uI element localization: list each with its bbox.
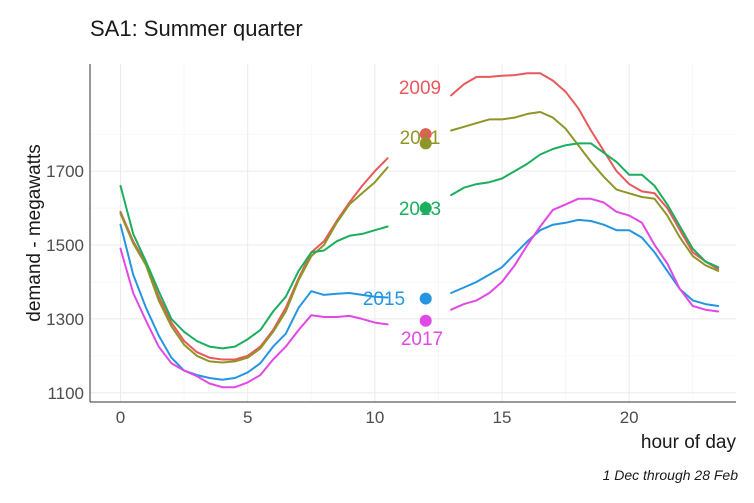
series-marker-2017 (419, 314, 432, 327)
series-marker-2015 (419, 292, 432, 305)
series-line-2009 (119, 72, 720, 361)
grid (90, 64, 736, 402)
x-tick-label: 0 (116, 408, 125, 427)
y-axis-ticks: 1100 1300 1500 1700 (46, 162, 84, 403)
chart-caption: 1 Dec through 28 Feb (603, 467, 739, 483)
series-marker-2013 (419, 202, 432, 215)
y-tick-label: 1100 (47, 384, 84, 403)
series-line-2011 (119, 111, 720, 364)
series-lines (119, 72, 720, 389)
series-marker-2011 (419, 137, 432, 150)
chart-title: SA1: Summer quarter (90, 16, 303, 41)
x-axis-ticks: 0 5 10 15 20 (116, 408, 639, 427)
series-label-2015: 2015 (363, 289, 405, 310)
y-tick-label: 1500 (46, 236, 84, 255)
series-labels: 2009 2011 2013 2015 2017 (363, 78, 443, 350)
series-label-2009: 2009 (399, 78, 441, 99)
series-line-2013 (119, 142, 720, 350)
series-line-2015 (119, 218, 720, 381)
y-axis-title: demand - megawatts (24, 144, 45, 321)
series-label-2017: 2017 (401, 329, 443, 350)
series-marker-2009 (419, 128, 432, 141)
series-label-2011: 2011 (400, 128, 441, 149)
x-axis-title: hour of day (641, 432, 737, 453)
series-label-2013: 2013 (399, 199, 441, 220)
x-tick-label: 20 (620, 408, 639, 427)
y-tick-label: 1700 (46, 162, 84, 181)
x-tick-label: 10 (365, 408, 384, 427)
series-line-2017 (119, 197, 720, 389)
x-tick-label: 15 (493, 408, 512, 427)
y-tick-label: 1300 (46, 310, 84, 329)
x-tick-label: 5 (243, 408, 252, 427)
